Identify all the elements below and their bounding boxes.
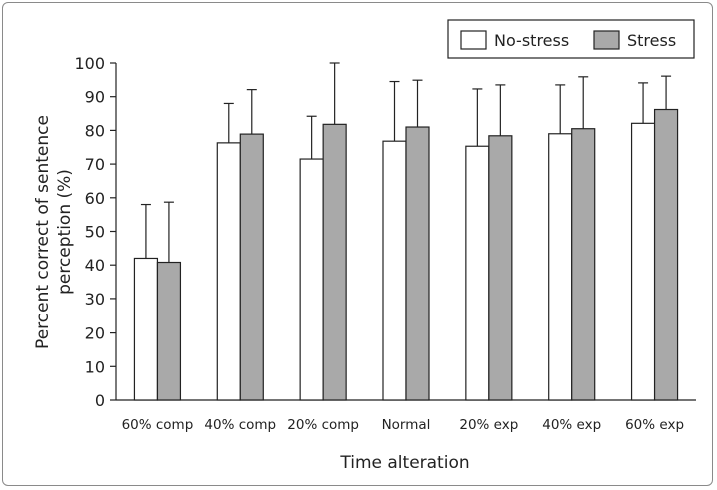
bar-no-stress-5 (548, 133, 573, 401)
bar-stress-1 (239, 133, 264, 401)
legend-label-no-stress: No-stress (494, 31, 569, 50)
bar-no-stress-2 (299, 158, 324, 401)
legend-label-stress: Stress (627, 31, 676, 50)
bar-no-stress-3 (382, 140, 407, 401)
bar-no-stress-6 (630, 122, 656, 401)
bar-stress-0 (156, 261, 182, 401)
x-category-label: Normal (382, 417, 431, 433)
x-category-label: 60% comp (122, 417, 194, 433)
y-tick-label: 100 (74, 54, 105, 73)
y-axis-title: Percent correct of sentence perception (… (33, 115, 75, 349)
x-category-label: 20% exp (459, 417, 518, 433)
x-category-label: 40% comp (204, 417, 276, 433)
legend-swatch-no-stress (460, 30, 487, 50)
bar-no-stress-1 (216, 142, 241, 401)
y-tick-label: 70 (85, 155, 105, 174)
category-labels: 60% comp 40% comp 20% comp Normal 20% exp 40%… (122, 417, 684, 433)
bar-stress-6 (653, 108, 679, 401)
y-tick-label: 0 (95, 391, 105, 410)
y-tick-label: 90 (85, 88, 105, 107)
x-axis-title: Time alteration (339, 453, 469, 473)
y-tick-label: 30 (85, 290, 105, 309)
bar-stress-4 (488, 135, 513, 401)
bar-no-stress-4 (465, 145, 490, 401)
legend: No-stress Stress (447, 19, 695, 59)
legend-box (447, 19, 695, 59)
x-category-label: 60% exp (625, 417, 684, 433)
y-ticks: 0 10 20 30 40 50 60 70 80 90 100 (74, 54, 116, 410)
bar-no-stress-0 (133, 257, 159, 401)
y-tick-label: 60 (85, 189, 105, 208)
bars (133, 62, 679, 401)
y-tick-label: 40 (85, 256, 105, 275)
bar-stress-3 (405, 126, 430, 401)
y-axis-title-line-2: perception (%) (55, 169, 75, 295)
y-tick-label: 20 (85, 324, 105, 343)
x-category-label: 20% comp (287, 417, 359, 433)
bar-stress-2 (322, 123, 347, 401)
y-tick-label: 80 (85, 121, 105, 140)
legend-swatch-stress (593, 30, 620, 50)
y-tick-label: 50 (85, 223, 105, 242)
x-category-label: 40% exp (542, 417, 601, 433)
y-tick-label: 10 (85, 357, 105, 376)
bar-stress-5 (571, 128, 596, 401)
y-axis-title-line-1: Percent correct of sentence (33, 115, 53, 349)
